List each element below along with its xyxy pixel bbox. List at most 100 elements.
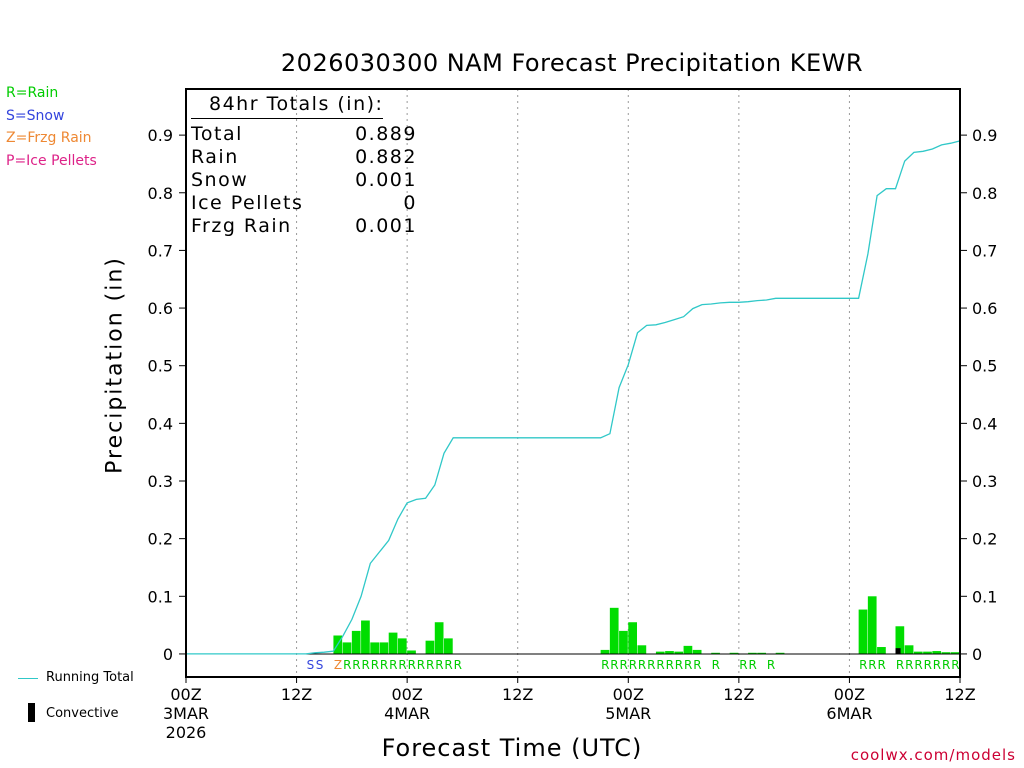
- source-credit: coolwx.com/models: [850, 746, 1016, 764]
- precip-type-marker: R: [739, 658, 747, 672]
- y-tick-label-left: 0.2: [148, 530, 173, 549]
- precip-type-marker: R: [749, 658, 757, 672]
- y-tick-label-right: 0.3: [972, 472, 997, 491]
- precip-bar: [342, 642, 352, 654]
- y-tick-label-right: 0.7: [972, 241, 997, 260]
- precip-bar: [379, 642, 389, 654]
- precip-type-marker: R: [454, 658, 462, 672]
- totals-label: Snow: [191, 169, 249, 191]
- precip-bar: [655, 651, 665, 654]
- precip-bar: [388, 632, 398, 654]
- precip-bar: [665, 651, 674, 654]
- precip-bar: [895, 626, 905, 654]
- precip-type-marker: R: [859, 658, 867, 672]
- precip-bar: [923, 651, 932, 654]
- precip-type-marker: R: [610, 658, 618, 672]
- y-tick-label-right: 0.1: [972, 587, 997, 606]
- precip-bar: [425, 640, 435, 654]
- precip-bar: [637, 645, 647, 654]
- precip-bar: [711, 652, 720, 654]
- precip-bar: [674, 651, 684, 654]
- precip-type-marker: R: [435, 658, 443, 672]
- y-tick-label-left: 0.4: [148, 414, 173, 433]
- precip-type-marker: R: [417, 658, 425, 672]
- precip-type-marker: R: [389, 658, 397, 672]
- y-tick-label-right: 0.2: [972, 530, 997, 549]
- totals-row-ice-pellets: Ice Pellets 0: [191, 192, 417, 215]
- totals-row-rain: Rain 0.882: [191, 146, 417, 169]
- y-tick-label-right: 0.5: [972, 357, 997, 376]
- totals-value: 0.882: [355, 146, 417, 168]
- totals-value: 0: [403, 192, 417, 214]
- precip-bar: [600, 649, 610, 654]
- y-tick-label-left: 0.9: [148, 126, 173, 145]
- convective-legend-label: Convective: [46, 706, 119, 721]
- precip-type-marker: R: [371, 658, 379, 672]
- precip-bar: [877, 647, 886, 654]
- precip-type-marker: R: [951, 658, 959, 672]
- x-tick-date-label: 3MAR: [163, 704, 209, 723]
- y-tick-label-left: 0.7: [148, 241, 173, 260]
- precip-bar: [748, 652, 757, 654]
- precip-type-marker: R: [638, 658, 646, 672]
- precip-bar: [692, 649, 702, 654]
- precip-type-marker: R: [878, 658, 886, 672]
- y-tick-label-left: 0.5: [148, 357, 173, 376]
- precip-bar: [932, 651, 942, 654]
- precip-type-marker: R: [905, 658, 913, 672]
- precip-bar: [904, 645, 914, 654]
- precip-type-marker: R: [352, 658, 360, 672]
- x-tick-date-label: 6MAR: [826, 704, 872, 723]
- precip-bar: [628, 622, 637, 654]
- y-tick-label-left: 0: [163, 645, 173, 664]
- totals-label: Rain: [191, 146, 239, 168]
- precip-bar: [729, 652, 739, 654]
- precip-bar: [361, 620, 370, 654]
- precip-type-marker: R: [684, 658, 692, 672]
- precip-bar: [950, 652, 960, 654]
- precip-type-marker: R: [767, 658, 775, 672]
- x-tick-label: 00Z: [391, 685, 422, 704]
- x-tick-label: 00Z: [613, 685, 644, 704]
- precip-type-marker: R: [398, 658, 406, 672]
- precip-bar: [941, 652, 951, 654]
- totals-row-total: Total 0.889: [191, 123, 417, 146]
- precip-type-marker: S: [316, 658, 324, 672]
- precip-bar: [609, 607, 619, 654]
- totals-value: 0.001: [355, 169, 417, 191]
- y-tick-label-left: 0.1: [148, 587, 173, 606]
- precip-bar: [858, 609, 868, 654]
- running-total-line: [186, 140, 961, 655]
- totals-row-frzg-rain: Frzg Rain 0.001: [191, 215, 417, 238]
- x-axis-label: Forecast Time (UTC): [0, 734, 1024, 762]
- legend-rain: R=Rain: [6, 85, 59, 101]
- totals-box: 84hr Totals (in): Total 0.889 Rain 0.882 S…: [191, 93, 417, 238]
- y-tick-label-right: 0.8: [972, 184, 997, 203]
- legend-frzg-rain: Z=Frzg Rain: [6, 130, 92, 146]
- precip-type-marker: R: [656, 658, 664, 672]
- precip-type-marker: R: [942, 658, 950, 672]
- precip-type-legend: R=Rain S=Snow Z=Frzg Rain P=Ice Pellets: [6, 82, 97, 172]
- precip-type-marker: R: [629, 658, 637, 672]
- precip-bar: [397, 638, 407, 654]
- chart-title: 2026030300 NAM Forecast Precipitation KE…: [280, 49, 864, 77]
- totals-value: 0.889: [355, 123, 417, 145]
- precip-type-marker: R: [896, 658, 904, 672]
- precip-type-marker: R: [426, 658, 434, 672]
- running-total-legend-line: [18, 678, 38, 679]
- precip-bar: [434, 622, 444, 654]
- totals-row-snow: Snow 0.001: [191, 169, 417, 192]
- x-tick-label: 12Z: [723, 685, 754, 704]
- precip-type-marker: R: [601, 658, 609, 672]
- precip-bar: [683, 645, 693, 654]
- y-tick-label-left: 0.3: [148, 472, 173, 491]
- x-tick-year-label: 2026: [166, 723, 207, 742]
- precip-type-marker: R: [343, 658, 351, 672]
- precip-bar: [370, 642, 379, 654]
- precip-type-marker: S: [307, 658, 315, 672]
- precip-type-marker: R: [693, 658, 701, 672]
- totals-label: Ice Pellets: [191, 192, 304, 214]
- precip-bar: [351, 630, 361, 654]
- y-tick-label-right: 0.6: [972, 299, 997, 318]
